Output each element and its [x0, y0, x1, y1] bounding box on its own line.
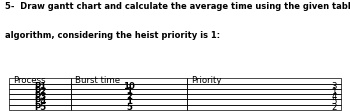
Text: P4: P4: [34, 97, 46, 106]
Text: 5-  Draw gantt chart and calculate the average time using the given table by pri: 5- Draw gantt chart and calculate the av…: [5, 2, 350, 11]
Text: P1: P1: [34, 82, 46, 91]
Text: algorithm, considering the heist priority is 1:: algorithm, considering the heist priorit…: [5, 31, 220, 40]
Bar: [187, 78, 341, 84]
Text: Burst time: Burst time: [75, 76, 120, 85]
Bar: [9, 78, 71, 84]
Bar: [9, 94, 71, 99]
Bar: [187, 94, 341, 99]
Bar: [9, 99, 71, 105]
Bar: [71, 99, 187, 105]
Bar: [187, 99, 341, 105]
Text: 1: 1: [331, 87, 337, 96]
Text: 10: 10: [123, 82, 135, 91]
Bar: [187, 89, 341, 94]
Bar: [71, 78, 187, 84]
Text: 2: 2: [331, 103, 337, 111]
Bar: [9, 105, 71, 110]
Text: 2: 2: [126, 92, 132, 101]
Bar: [9, 83, 71, 89]
Bar: [9, 89, 71, 94]
Bar: [71, 94, 187, 99]
Text: 1: 1: [126, 87, 132, 96]
Text: Priority: Priority: [191, 76, 222, 85]
Text: 3: 3: [331, 82, 337, 91]
Text: 1: 1: [126, 97, 132, 106]
Bar: [187, 83, 341, 89]
Text: Process: Process: [13, 76, 46, 85]
Text: 5: 5: [331, 97, 337, 106]
Text: P2: P2: [34, 87, 46, 96]
Text: P3: P3: [34, 92, 46, 101]
Text: 5: 5: [126, 103, 132, 111]
Bar: [71, 89, 187, 94]
Text: 4: 4: [331, 92, 337, 101]
Text: P5: P5: [34, 103, 46, 111]
Bar: [71, 83, 187, 89]
Bar: [187, 105, 341, 110]
Bar: [71, 105, 187, 110]
